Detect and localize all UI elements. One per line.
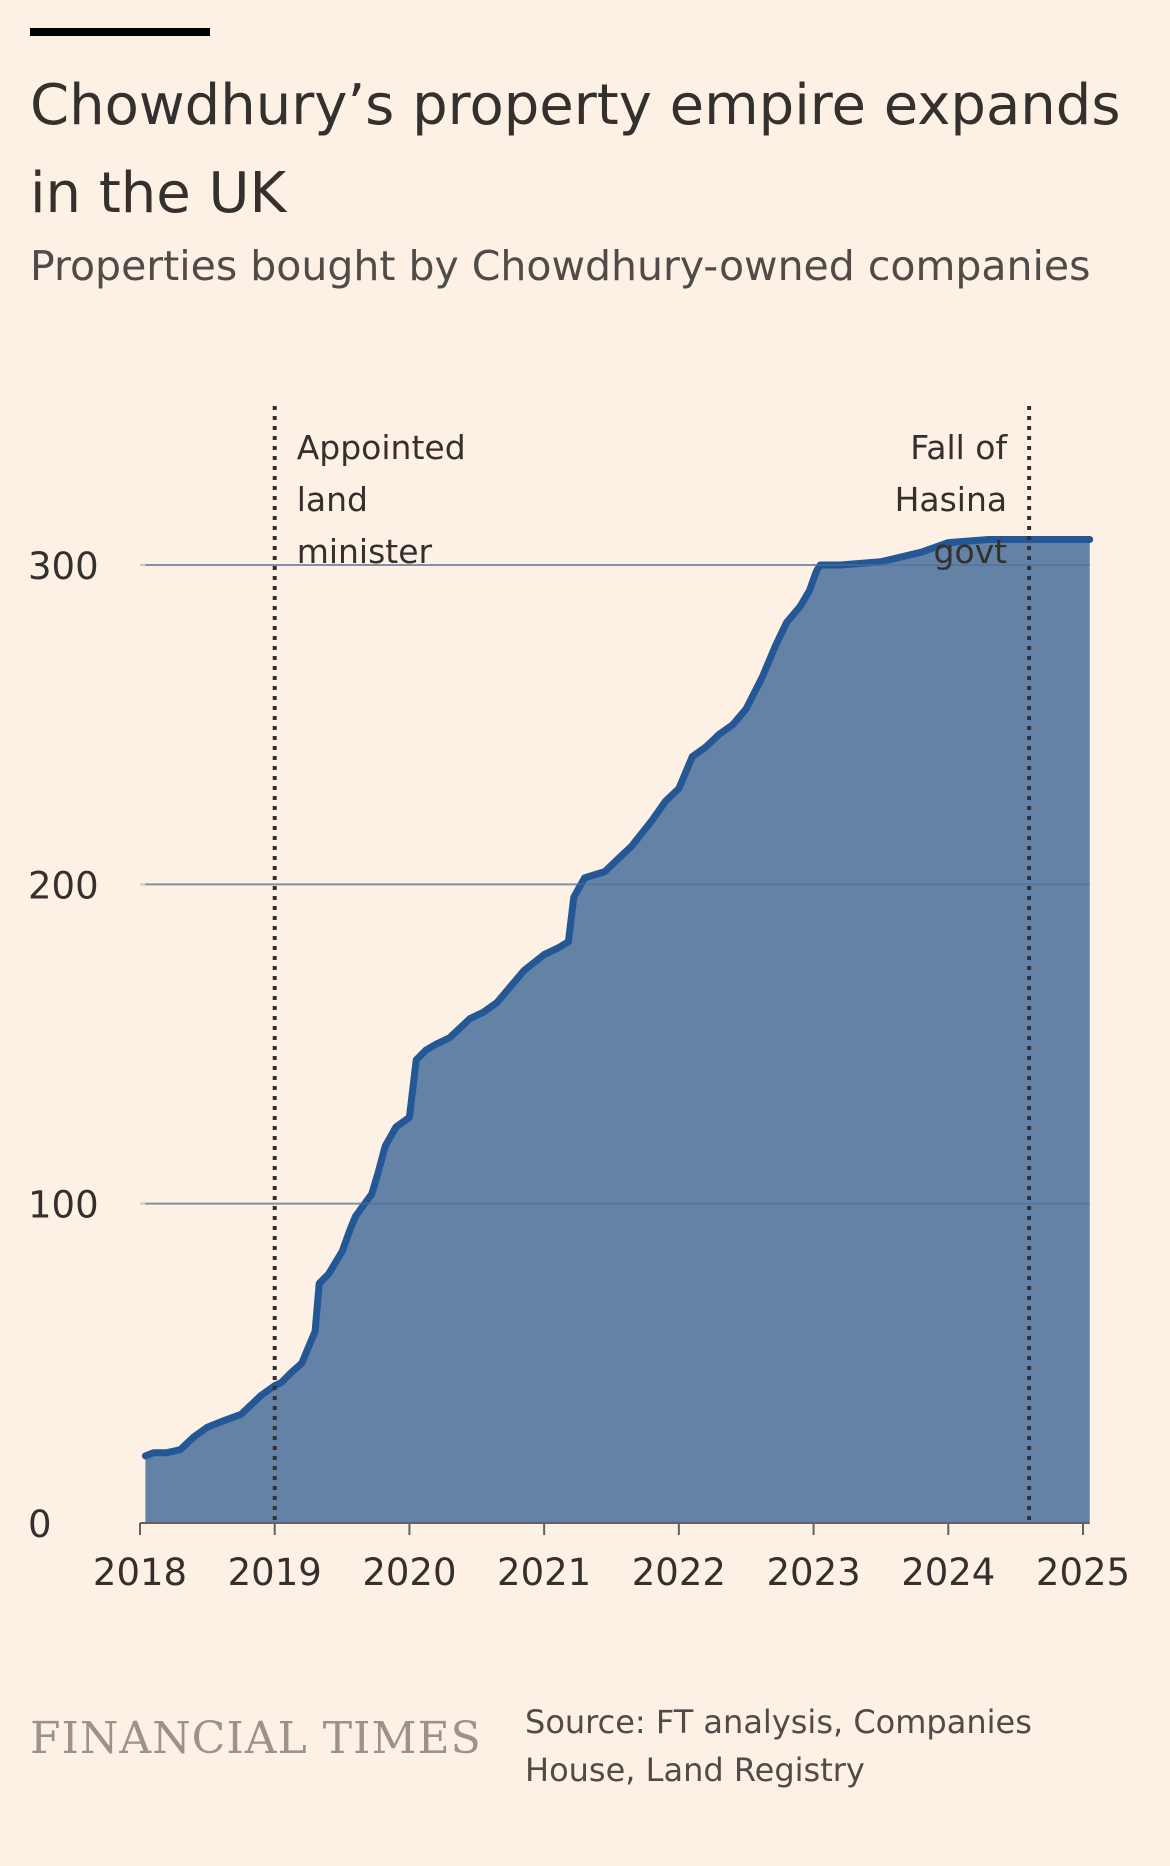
annotation-label: govt [934, 532, 1008, 571]
y-tick-label: 200 [28, 864, 99, 907]
annotation-label: Hasina [895, 480, 1008, 519]
x-tick-label: 2024 [901, 1551, 995, 1594]
area-series [141, 536, 1094, 1523]
annotations: Appointed land minister Fall of Hasina govt [272, 406, 1032, 1523]
y-tick-label: 0 [28, 1503, 52, 1546]
annotation-label: land [297, 480, 368, 519]
area-chart: 2018 2019 2020 2021 2022 2023 2024 2025 0 100 200… [28, 406, 1130, 1594]
chart-title: Chowdhury’s property empire expands in t… [30, 73, 1121, 226]
annotation-label: minister [297, 532, 433, 571]
x-tick-label: 2020 [362, 1551, 456, 1594]
y-tick-label: 100 [28, 1184, 99, 1227]
x-tick-label: 2023 [766, 1551, 860, 1594]
x-axis: 2018 2019 2020 2021 2022 2023 2024 2025 [93, 1522, 1130, 1594]
x-tick-label: 2018 [93, 1551, 187, 1594]
annotation-label: Fall of [910, 428, 1008, 467]
area-fill [145, 539, 1090, 1523]
ft-logo: FINANCIAL TIMES [30, 1713, 482, 1764]
series-line [141, 536, 1094, 1460]
y-tick-label: 300 [28, 545, 99, 588]
x-tick-label: 2022 [632, 1551, 726, 1594]
annotation-label: Appointed [297, 428, 466, 467]
x-tick-label: 2019 [228, 1551, 322, 1594]
x-tick-label: 2021 [497, 1551, 591, 1594]
top-rule [30, 28, 210, 36]
x-tick-label: 2025 [1036, 1551, 1130, 1594]
chart-subtitle: Properties bought by Chowdhury-owned com… [30, 242, 1091, 290]
y-axis: 0 100 200 300 [28, 545, 99, 1546]
source-note: Source: FT analysis, Companies House, La… [525, 1703, 1032, 1789]
